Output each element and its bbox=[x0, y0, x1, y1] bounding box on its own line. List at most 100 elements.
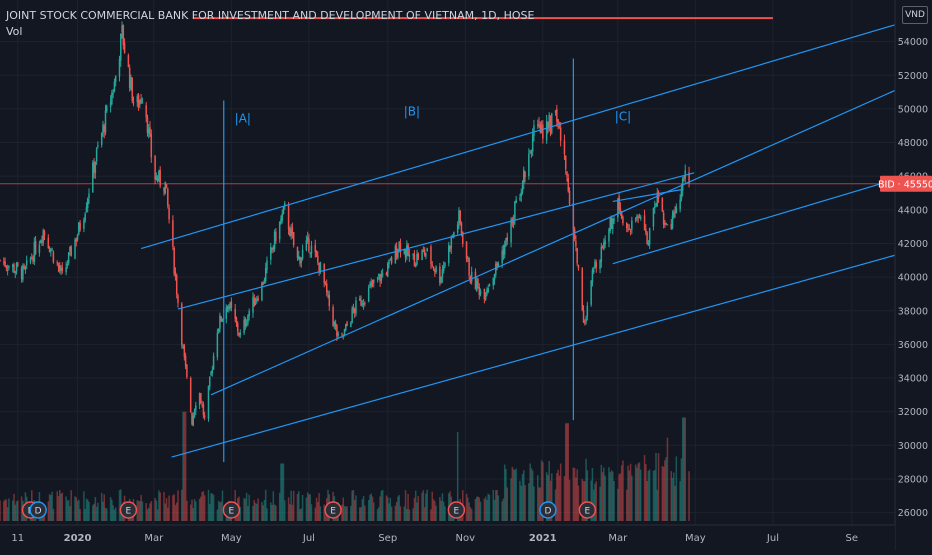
trend-line bbox=[177, 172, 695, 310]
candle-body bbox=[512, 219, 515, 226]
volume-bar bbox=[198, 498, 201, 521]
candle-body bbox=[261, 282, 263, 301]
candle-body bbox=[688, 172, 690, 184]
volume-bar bbox=[492, 489, 495, 521]
volume-bar bbox=[275, 505, 277, 521]
candle-body bbox=[25, 260, 28, 266]
volume-bar bbox=[216, 509, 219, 521]
candle-body bbox=[299, 257, 301, 264]
earnings-marker bbox=[119, 501, 138, 519]
volume-bar bbox=[156, 509, 159, 521]
candle-body bbox=[118, 58, 121, 77]
volume-bar bbox=[360, 507, 362, 521]
candle-body bbox=[444, 262, 446, 267]
candle-body bbox=[79, 222, 81, 230]
volume-bar bbox=[426, 489, 428, 521]
candle-body bbox=[530, 152, 533, 154]
candle-body bbox=[164, 181, 167, 194]
candle-body bbox=[431, 264, 433, 266]
candle-body bbox=[247, 315, 249, 324]
candle-body bbox=[432, 266, 435, 269]
volume-bar bbox=[0, 500, 1, 521]
volume-bar bbox=[549, 480, 552, 521]
volume-bar bbox=[20, 496, 23, 521]
candle-body bbox=[362, 303, 365, 305]
volume-bar bbox=[264, 489, 267, 521]
volume-bar bbox=[406, 508, 408, 521]
volume-bar bbox=[575, 477, 577, 521]
time-tick-label: Nov bbox=[456, 533, 476, 544]
candle-body bbox=[414, 263, 417, 267]
candle-body bbox=[673, 212, 675, 218]
volume-bar bbox=[469, 506, 472, 521]
candle-body bbox=[189, 378, 192, 412]
candle-body bbox=[210, 371, 212, 376]
candle-body bbox=[430, 246, 432, 264]
volume-bar bbox=[248, 494, 250, 521]
volume-bar bbox=[619, 473, 622, 521]
candle-body bbox=[355, 300, 357, 314]
wave-label: |C| bbox=[615, 110, 631, 124]
candle-body bbox=[609, 217, 611, 232]
candle-body bbox=[336, 325, 338, 337]
candle-body bbox=[4, 261, 6, 267]
volume-bar bbox=[210, 493, 212, 521]
candle-body bbox=[449, 246, 451, 250]
candle-body bbox=[83, 220, 85, 229]
candle-body bbox=[634, 218, 637, 220]
candle-body bbox=[94, 162, 97, 174]
candle-body bbox=[34, 240, 37, 254]
candle-body bbox=[458, 210, 460, 225]
volume-bar bbox=[270, 502, 272, 521]
candle-body bbox=[158, 171, 160, 181]
volume-bar bbox=[11, 500, 14, 521]
volume-bar bbox=[617, 488, 619, 521]
currency-button[interactable]: VND bbox=[902, 6, 928, 24]
candle-body bbox=[280, 218, 282, 224]
candle-body bbox=[359, 298, 361, 301]
candle-body bbox=[56, 262, 58, 264]
candle-body bbox=[653, 206, 656, 209]
volume-bar bbox=[13, 493, 15, 521]
volume-bar bbox=[643, 455, 646, 521]
event-marker-label: E bbox=[585, 507, 591, 517]
volume-bar bbox=[608, 467, 610, 521]
candle-body bbox=[50, 249, 52, 252]
volume-bar bbox=[483, 498, 486, 521]
volume-bar bbox=[540, 460, 543, 521]
candle-body bbox=[416, 253, 418, 265]
volume-bar bbox=[378, 507, 380, 521]
candle-body bbox=[337, 333, 339, 336]
volume-bar bbox=[257, 498, 259, 521]
volume-bar bbox=[8, 498, 10, 521]
candle-body bbox=[127, 55, 130, 67]
volume-bar bbox=[416, 502, 418, 521]
volume-bar bbox=[531, 470, 534, 521]
volume-bar bbox=[292, 490, 295, 521]
candle-body bbox=[652, 207, 655, 227]
volume-bar bbox=[174, 504, 177, 521]
candle-body bbox=[557, 119, 559, 126]
candle-body bbox=[584, 322, 586, 324]
candle-body bbox=[61, 267, 64, 271]
candle-body bbox=[229, 302, 231, 309]
volume-bar bbox=[217, 500, 220, 521]
volume-bar bbox=[301, 494, 304, 521]
price-tick-label: 36000 bbox=[898, 340, 928, 351]
volume-bar bbox=[487, 493, 489, 521]
candle-body bbox=[426, 248, 428, 252]
volume-bar bbox=[591, 468, 594, 521]
candle-body bbox=[86, 198, 89, 208]
candle-body bbox=[163, 187, 165, 192]
volume-bar bbox=[394, 505, 397, 521]
candle-body bbox=[243, 319, 245, 333]
candle-body bbox=[487, 288, 489, 292]
volume-bar bbox=[467, 497, 469, 521]
candle-body bbox=[465, 241, 468, 259]
volume-bar bbox=[165, 498, 168, 521]
volume-bar bbox=[109, 497, 112, 521]
candle-body bbox=[221, 318, 224, 321]
volume-bar bbox=[191, 499, 193, 521]
